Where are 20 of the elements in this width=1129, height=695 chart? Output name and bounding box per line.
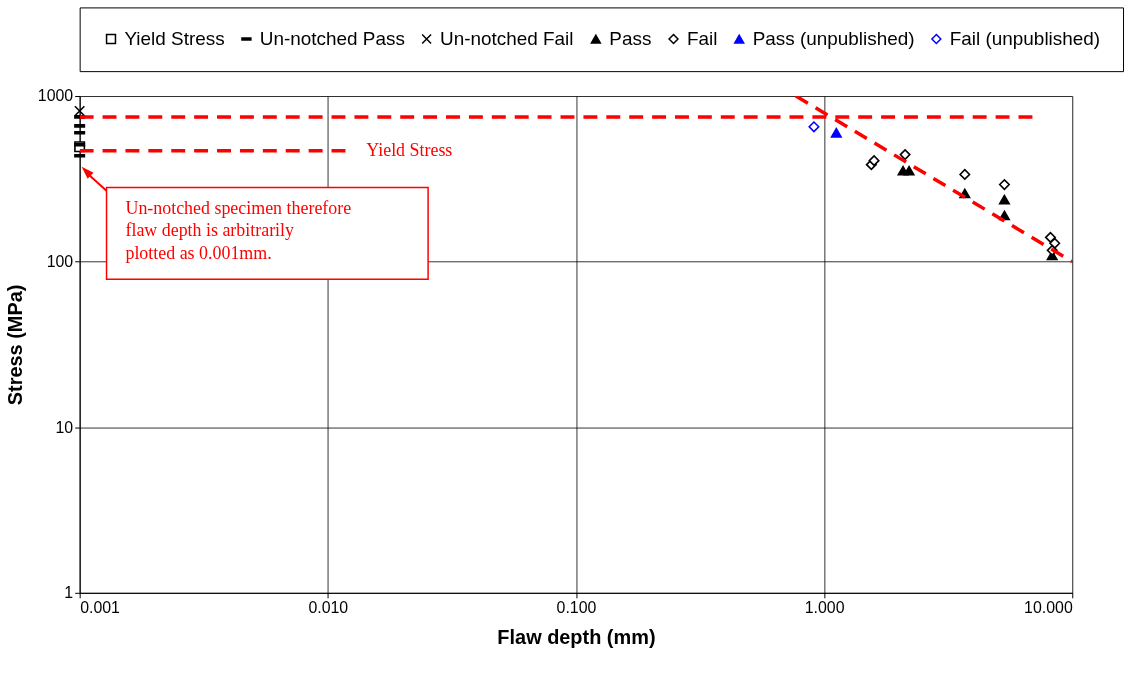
- x-axis-title: Flaw depth (mm): [497, 626, 656, 649]
- y-tick-label: 100: [46, 253, 74, 271]
- x-tick-label: 0.001: [80, 599, 121, 617]
- x-tick-label: 1.000: [804, 599, 845, 617]
- legend-label: Un-notched Fail: [440, 28, 574, 49]
- annotation: Yield Stress: [366, 139, 453, 160]
- x-tick-label: 0.100: [556, 599, 597, 617]
- y-tick-label: 1: [64, 584, 74, 602]
- y-tick-label: 10: [55, 418, 74, 436]
- x-tick-label: 10.000: [1024, 599, 1073, 617]
- legend-label: Yield Stress: [124, 28, 225, 49]
- legend-label: Fail (unpublished): [949, 28, 1101, 49]
- annotation: Un-notched specimen therefore flaw depth is arbitrarily plotted as 0.001mm.: [125, 197, 352, 264]
- y-tick-label: 1000: [37, 87, 74, 105]
- legend-label: Pass: [609, 28, 652, 49]
- y-axis-title: Stress (MPa): [3, 284, 26, 406]
- x-tick-label: 0.010: [308, 599, 349, 617]
- legend-label: Fail: [686, 28, 718, 49]
- legend-label: Pass (unpublished): [752, 28, 915, 49]
- legend-label: Un-notched Pass: [259, 28, 405, 49]
